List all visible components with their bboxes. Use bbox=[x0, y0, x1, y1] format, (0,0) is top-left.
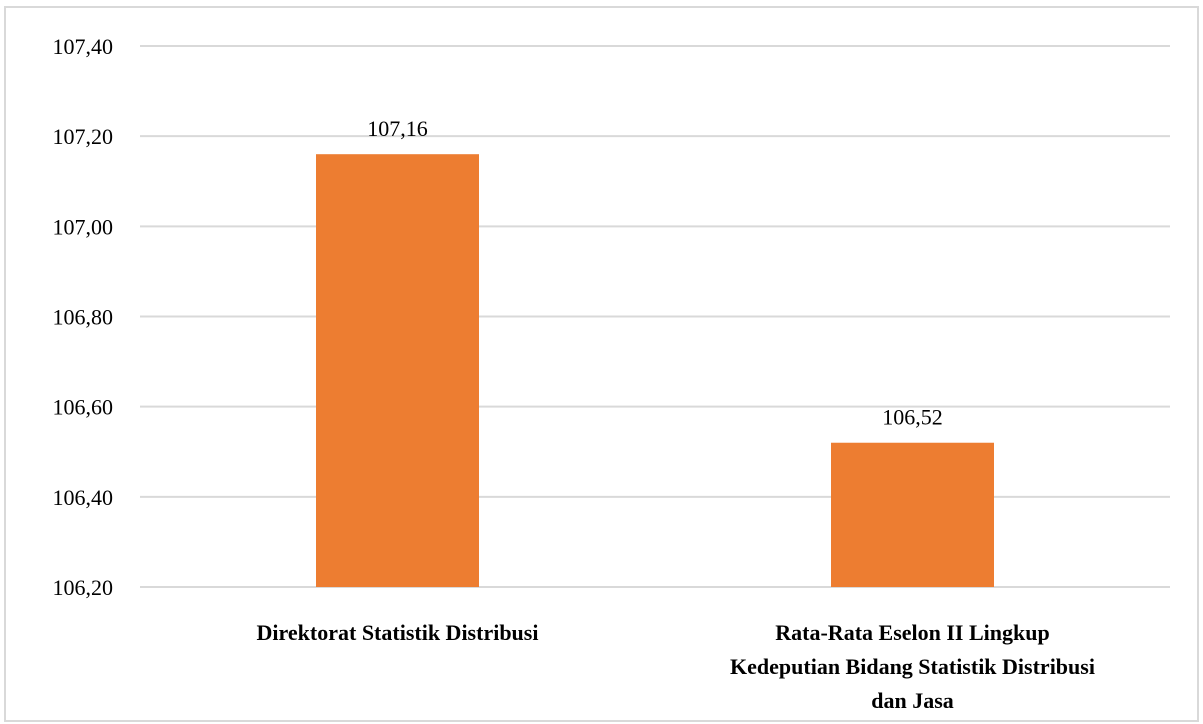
x-category-label: Rata-Rata Eselon II Lingkup bbox=[775, 620, 1049, 645]
y-tick-label: 106,60 bbox=[53, 395, 114, 420]
x-category-label: dan Jasa bbox=[871, 688, 954, 713]
x-axis-category-labels: Direktorat Statistik Distribusi Rata-Rata… bbox=[257, 620, 1095, 713]
data-label: 106,52 bbox=[882, 405, 943, 430]
bars bbox=[316, 154, 994, 587]
y-tick-label: 107,20 bbox=[53, 124, 114, 149]
x-category-label: Direktorat Statistik Distribusi bbox=[257, 620, 539, 645]
x-category-label: Kedeputian Bidang Statistik Distribusi bbox=[730, 654, 1095, 679]
y-tick-label: 106,20 bbox=[53, 575, 114, 600]
y-axis-tick-labels: 106,20 106,40 106,60 106,80 107,00 107,20 107,… bbox=[53, 34, 114, 600]
bar bbox=[316, 154, 479, 587]
data-labels: 107,16 106,52 bbox=[367, 116, 943, 430]
y-tick-label: 107,40 bbox=[53, 34, 114, 59]
data-label: 107,16 bbox=[367, 116, 428, 141]
chart-frame bbox=[4, 6, 1199, 722]
y-tick-label: 106,80 bbox=[53, 305, 114, 330]
bar bbox=[831, 442, 994, 587]
gridlines bbox=[140, 45, 1170, 588]
y-tick-label: 107,00 bbox=[53, 214, 114, 239]
y-tick-label: 106,40 bbox=[53, 485, 114, 510]
